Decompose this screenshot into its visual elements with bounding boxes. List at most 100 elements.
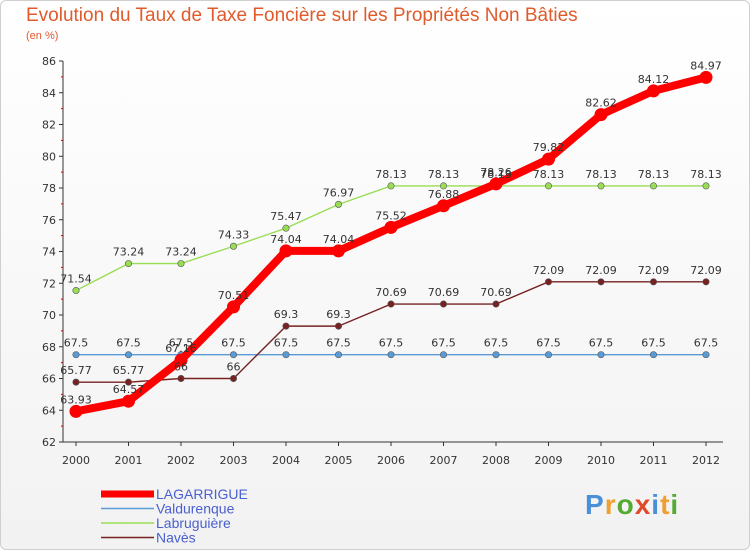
data-label: 73.24 (113, 246, 145, 259)
logo-letter: P (585, 489, 605, 520)
data-point (387, 182, 395, 190)
data-label: 78.13 (375, 168, 407, 181)
data-label: 67.5 (589, 337, 614, 350)
data-label: 66 (227, 361, 241, 374)
data-point (594, 108, 608, 122)
data-point (72, 351, 80, 359)
data-point (227, 300, 240, 314)
data-label: 67.5 (536, 337, 561, 350)
chart-title: Evolution du Taux de Taxe Foncière sur l… (26, 5, 578, 26)
data-label: 67.5 (274, 337, 299, 350)
x-tick-label: 2011 (640, 454, 668, 467)
y-tick-label: 82 (42, 119, 56, 132)
data-point (649, 351, 657, 359)
data-point (69, 404, 83, 418)
data-point (177, 260, 185, 268)
data-label: 67.5 (694, 337, 719, 350)
data-label: 67.5 (379, 337, 404, 350)
data-label: 67.16 (165, 342, 197, 355)
legend-label: Labruguière (156, 515, 231, 531)
data-point (492, 300, 500, 308)
y-axis-unit-label: (en %) (26, 30, 59, 42)
data-point (702, 351, 710, 359)
data-point (699, 70, 713, 84)
data-point (122, 394, 135, 408)
series-layer (69, 70, 713, 418)
logo-letter: x (634, 489, 652, 520)
data-point (334, 351, 342, 359)
data-point (230, 351, 238, 359)
data-point (177, 374, 185, 382)
x-tick-label: 2010 (587, 454, 615, 467)
data-point (279, 244, 293, 258)
data-label: 72.09 (638, 264, 670, 277)
x-tick-label: 2000 (62, 454, 90, 467)
data-point (125, 351, 133, 359)
legend-label: LAGARRIGUE (156, 486, 248, 502)
data-label: 67.5 (326, 337, 351, 350)
y-tick-label: 80 (42, 150, 56, 163)
data-point (649, 278, 657, 286)
y-tick-label: 68 (42, 341, 56, 354)
data-point (72, 378, 80, 386)
data-point (597, 182, 605, 190)
data-label: 78.13 (428, 168, 460, 181)
data-label: 74.04 (323, 233, 355, 246)
data-point (544, 278, 552, 286)
data-label: 78.13 (533, 168, 565, 181)
data-label: 69.3 (274, 308, 299, 321)
data-label: 73.24 (165, 246, 197, 259)
data-point (437, 199, 450, 213)
data-point (72, 287, 80, 295)
data-point (282, 351, 290, 359)
data-label: 76.97 (323, 186, 355, 199)
logo-letter: i (651, 489, 661, 520)
x-tick-label: 2001 (115, 454, 143, 467)
data-point (597, 278, 605, 286)
data-label: 84.97 (690, 59, 722, 72)
logo-letter: t (660, 489, 671, 520)
x-tick-label: 2012 (692, 454, 720, 467)
y-tick-label: 84 (42, 87, 56, 100)
data-point (489, 177, 503, 191)
data-label: 75.47 (270, 210, 302, 223)
y-tick-label: 72 (42, 277, 56, 290)
y-tick-label: 74 (42, 246, 56, 259)
data-point (544, 351, 552, 359)
data-point (702, 182, 710, 190)
data-point (332, 244, 345, 258)
data-label: 78.13 (480, 168, 512, 181)
data-point (384, 220, 398, 234)
y-tick-label: 64 (42, 404, 56, 417)
y-tick-label: 70 (42, 309, 56, 322)
data-label: 67.5 (221, 337, 246, 350)
data-labels-layer: 63.93 64.57 67.16 70.51 74.04 74.04 75.52 76.88… (60, 59, 722, 406)
data-label: 72.09 (585, 264, 617, 277)
data-point (282, 322, 290, 330)
x-tick-label: 2007 (430, 454, 458, 467)
x-tick-label: 2008 (482, 454, 510, 467)
data-point (544, 182, 552, 190)
data-point (125, 260, 133, 268)
data-label: 78.13 (585, 168, 617, 181)
data-label: 72.09 (690, 264, 722, 277)
data-label: 65.77 (60, 364, 92, 377)
data-point (230, 374, 238, 382)
logo-letter: i (670, 489, 680, 520)
x-tick-label: 2005 (325, 454, 353, 467)
data-label: 67.5 (169, 337, 194, 350)
data-label: 75.52 (375, 209, 407, 222)
data-label: 70.69 (428, 286, 460, 299)
x-tick-label: 2003 (220, 454, 248, 467)
data-point (492, 351, 500, 359)
data-label: 82.62 (585, 97, 617, 110)
y-tick-label: 86 (42, 55, 56, 68)
data-label: 67.5 (116, 337, 141, 350)
x-tick-label: 2002 (167, 454, 195, 467)
data-point (125, 378, 133, 386)
y-tick-label: 62 (42, 436, 56, 449)
data-label: 63.93 (60, 393, 92, 406)
data-label: 66 (174, 361, 188, 374)
